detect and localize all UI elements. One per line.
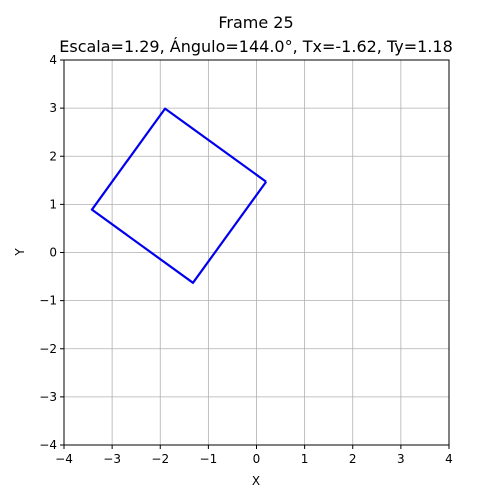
chart-title: Frame 25 [218,13,293,32]
x-tick-label: −1 [200,452,218,466]
x-tick-label: 2 [349,452,357,466]
y-tick-label: 1 [49,197,57,211]
y-tick-label: −3 [39,390,57,404]
y-tick-label: −2 [39,342,57,356]
ticks: −4 −3 −2 −1 0 1 2 3 4 −4 −3 −2 −1 0 1 2 3 4 [39,53,453,466]
y-tick-label: 4 [49,53,57,67]
data-layer [90,107,268,284]
x-tick-label: −3 [103,452,121,466]
y-axis-label: Y [13,248,27,257]
y-tick-label: −4 [39,438,57,452]
y-tick-label: −1 [39,294,57,308]
x-axis-label: X [252,474,260,488]
shape-outline-series [90,107,268,284]
x-tick-label: 4 [445,452,453,466]
y-tick-label: 0 [49,246,57,260]
x-tick-label: 3 [397,452,405,466]
x-tick-label: 0 [253,452,261,466]
y-tick-label: 3 [49,101,57,115]
x-tick-label: 1 [301,452,309,466]
y-tick-label: 2 [49,149,57,163]
grid [63,59,450,446]
chart-subtitle: Escala=1.29, Ángulo=144.0°, Tx=-1.62, Ty… [59,37,453,56]
x-tick-label: −2 [151,452,169,466]
x-tick-label: −4 [55,452,73,466]
